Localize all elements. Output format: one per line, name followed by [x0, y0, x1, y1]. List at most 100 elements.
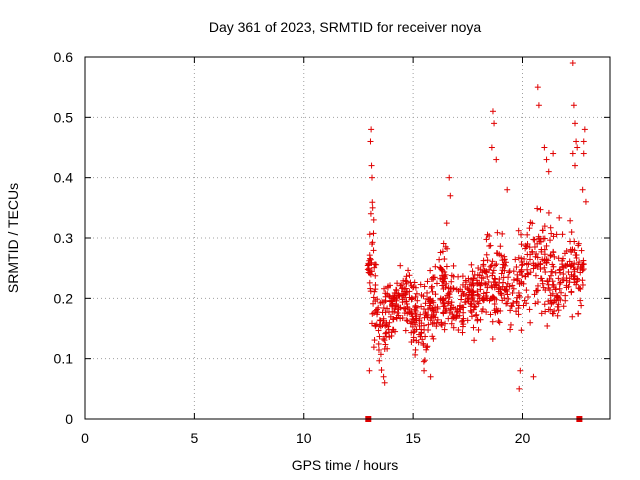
data-point	[504, 186, 511, 193]
data-point	[560, 264, 567, 271]
data-point	[515, 227, 522, 234]
data-point	[504, 291, 511, 298]
data-point	[565, 283, 572, 290]
grid	[85, 57, 610, 419]
data-point	[370, 216, 377, 223]
data-point	[446, 291, 453, 298]
y-tick-label: 0.5	[54, 109, 74, 125]
data-point	[571, 238, 578, 245]
data-point	[536, 238, 543, 245]
data-point	[474, 279, 481, 286]
data-point	[543, 156, 550, 163]
data-point	[493, 156, 500, 163]
data-point	[378, 367, 385, 374]
data-point	[555, 301, 562, 308]
data-point	[582, 198, 589, 205]
data-point	[488, 262, 495, 269]
data-point	[459, 323, 466, 330]
data-point	[465, 286, 472, 293]
data-point	[450, 285, 457, 292]
data-point	[561, 250, 568, 257]
data-point	[404, 318, 411, 325]
data-point	[535, 102, 542, 109]
data-point	[442, 243, 449, 250]
data-point	[560, 271, 567, 278]
data-point	[560, 255, 567, 262]
data-point	[545, 209, 552, 216]
data-point	[487, 311, 494, 318]
data-point	[480, 257, 487, 264]
data-point	[530, 236, 537, 243]
data-point	[570, 102, 577, 109]
data-point	[505, 295, 512, 302]
data-point	[506, 283, 513, 290]
x-tick-label: 20	[515, 430, 531, 446]
data-point	[525, 293, 532, 300]
data-point	[524, 231, 531, 238]
data-point	[448, 299, 455, 306]
data-point	[427, 304, 434, 311]
data-point	[489, 284, 496, 291]
data-point	[375, 304, 382, 311]
data-point	[372, 282, 379, 289]
data-point	[538, 310, 545, 317]
data-point	[367, 288, 374, 295]
data-point	[439, 282, 446, 289]
data-point	[450, 313, 457, 320]
data-point	[434, 316, 441, 323]
data-point	[480, 297, 487, 304]
data-point	[562, 297, 569, 304]
data-point	[421, 357, 428, 364]
data-point	[541, 301, 548, 308]
data-point	[408, 319, 415, 326]
data-point	[366, 279, 373, 286]
data-point	[569, 60, 576, 67]
data-point	[573, 138, 580, 145]
data-point	[517, 367, 524, 374]
data-point	[423, 346, 430, 353]
data-point	[515, 311, 522, 318]
data-point	[448, 320, 455, 327]
data-point	[414, 297, 421, 304]
data-point	[494, 229, 501, 236]
x-tick-label: 10	[296, 430, 312, 446]
data-point	[395, 312, 402, 319]
data-point	[542, 287, 549, 294]
data-point	[559, 231, 566, 238]
data-point	[395, 292, 402, 299]
data-point	[547, 292, 554, 299]
data-point	[550, 310, 557, 317]
data-point	[412, 309, 419, 316]
data-point	[380, 335, 387, 342]
data-point	[554, 312, 561, 319]
data-point	[575, 310, 582, 317]
data-point	[396, 293, 403, 300]
data-point	[532, 300, 539, 307]
x-tick-label: 0	[81, 430, 89, 446]
data-point	[558, 289, 565, 296]
data-point	[492, 276, 499, 283]
data-point	[371, 264, 378, 271]
data-point	[497, 243, 504, 250]
data-point	[375, 340, 382, 347]
data-point	[477, 282, 484, 289]
data-point	[555, 275, 562, 282]
data-point	[572, 252, 579, 259]
data-point	[497, 307, 504, 314]
data-point	[424, 343, 431, 350]
data-point	[422, 300, 429, 307]
data-point	[430, 313, 437, 320]
data-point	[468, 261, 475, 268]
data-point	[489, 335, 496, 342]
data-point	[410, 337, 417, 344]
data-point	[429, 288, 436, 295]
data-point	[482, 292, 489, 299]
data-point	[537, 266, 544, 273]
data-point	[545, 298, 552, 305]
data-point	[412, 293, 419, 300]
data-point	[413, 290, 420, 297]
data-point	[430, 335, 437, 342]
data-point	[367, 138, 374, 145]
data-point	[482, 281, 489, 288]
